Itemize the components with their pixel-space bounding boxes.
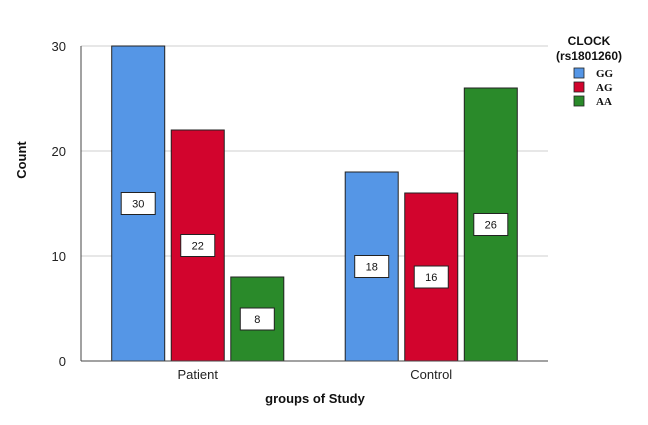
data-label-control-aa: 26 [485,220,497,232]
y-tick-label-10: 10 [52,249,66,264]
legend-title-line1: CLOCK [568,34,611,48]
data-labels: 30 22 8 18 16 26 [120,192,509,331]
data-label-control-gg: 18 [366,262,378,274]
y-tick-label-0: 0 [59,354,66,369]
data-label-patient-ag: 22 [192,241,204,253]
legend: CLOCK (rs1801260) GG AG AA [556,34,622,108]
legend-label-ag: AG [596,82,613,94]
legend-label-aa: AA [596,96,612,108]
x-tick-labels: Patient Control [178,367,453,382]
bars [111,45,518,362]
y-tick-label-20: 20 [52,144,66,159]
y-tick-labels: 0 10 20 30 [52,39,66,369]
legend-items: GG AG AA [573,67,614,108]
x-tick-label-control: Control [410,367,452,382]
data-label-box-patient-aa [239,307,275,331]
x-axis-title: groups of Study [265,391,365,406]
data-label-box-patient-ag [180,234,216,257]
data-label-box-patient-gg [120,192,156,215]
legend-swatch-gg [573,67,585,79]
legend-label-gg: GG [596,68,614,80]
data-label-control-ag: 16 [425,272,437,284]
legend-swatch-ag [573,81,585,93]
legend-title-line2: (rs1801260) [556,49,622,63]
data-label-box-control-gg [354,255,390,278]
x-tick-label-patient: Patient [178,367,219,382]
data-label-box-control-aa [473,213,509,236]
data-label-patient-aa: 8 [254,314,260,326]
legend-swatch-aa [573,95,585,107]
y-axis-title: Count [14,141,29,179]
data-label-box-control-ag [413,265,449,289]
axes [80,46,548,362]
y-tick-label-30: 30 [52,39,66,54]
data-label-patient-gg: 30 [132,199,144,211]
